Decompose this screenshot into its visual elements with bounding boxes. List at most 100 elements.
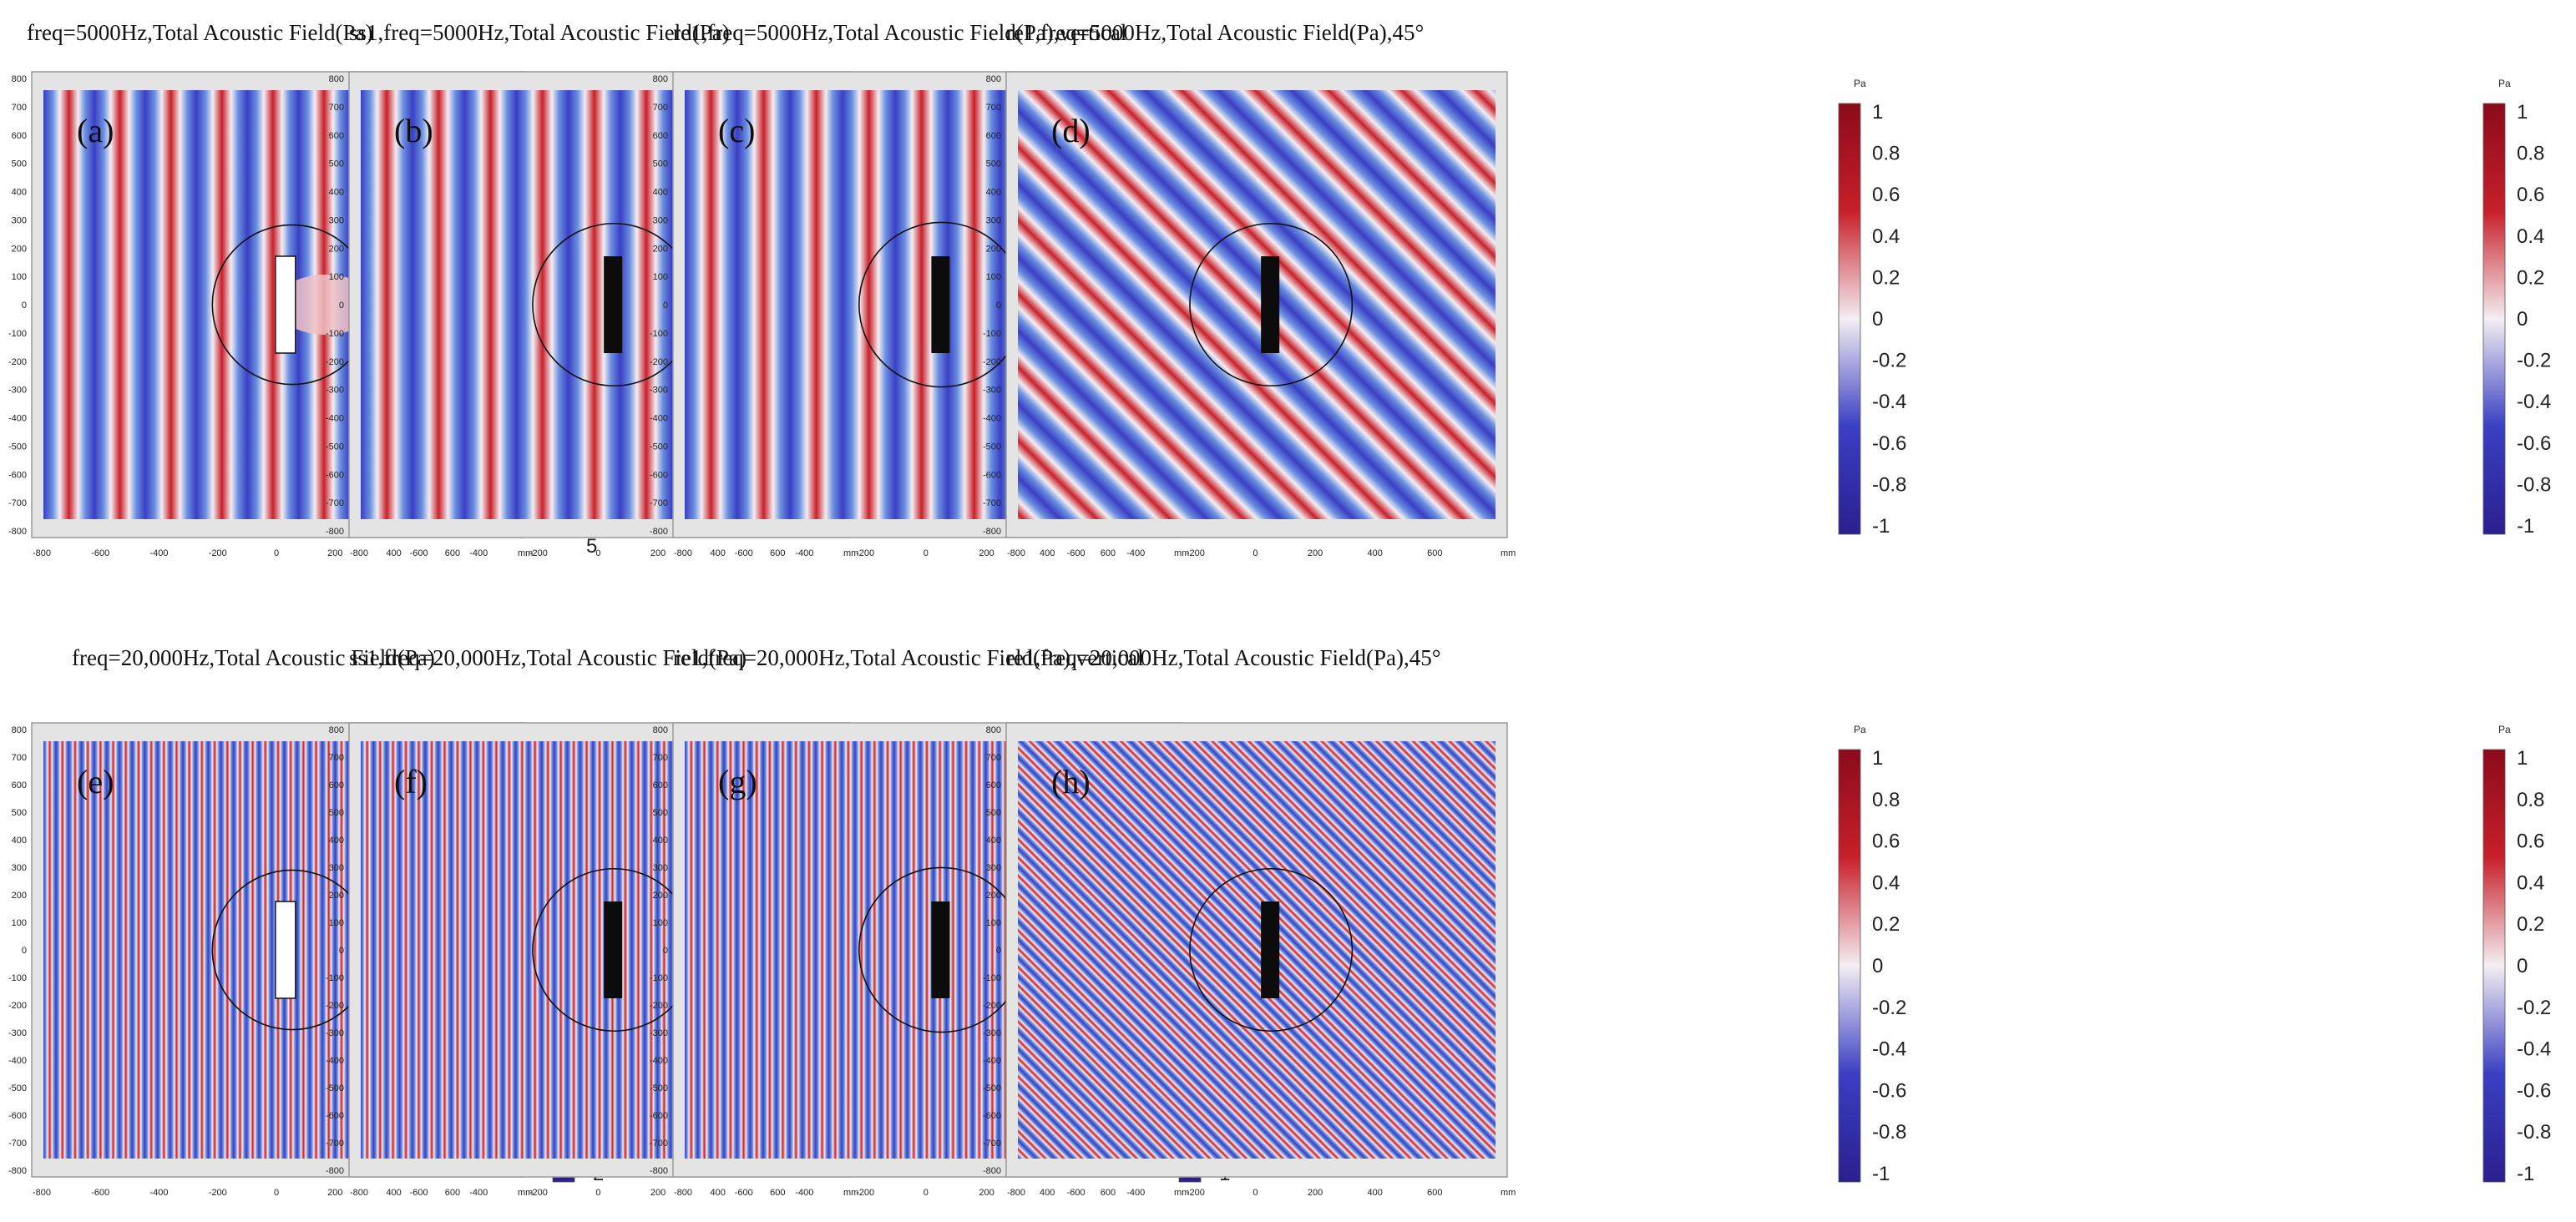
x-tick-label: 400 — [1040, 548, 1055, 558]
y-tick-label: 200 — [12, 244, 27, 254]
domain-circle — [1189, 222, 1354, 387]
panel-title: re1,freq=20,000Hz,Total Acoustic Field(P… — [673, 645, 1144, 670]
y-tick-label: -800 — [650, 527, 668, 537]
colorbar-tick-label: -0.2 — [2517, 997, 2551, 1019]
y-tick-label: 800 — [986, 74, 1001, 84]
y-tick-label: 800 — [329, 74, 344, 84]
x-tick-label: -800 — [1007, 1188, 1025, 1198]
y-tick-label: -600 — [983, 1111, 1001, 1121]
colorbar-tick-label: -0.8 — [2517, 473, 2551, 496]
y-tick-label: -800 — [983, 1166, 1001, 1176]
y-tick-label: 100 — [986, 918, 1001, 928]
x-tick-label: -200 — [1187, 1188, 1205, 1198]
y-tick-label: -100 — [326, 329, 344, 339]
x-tick-label: 400 — [1368, 1188, 1383, 1198]
colorbar-unit: Pa — [2498, 78, 2511, 89]
colorbar-tick-label: -0.2 — [1872, 350, 1906, 372]
y-tick-label: 700 — [653, 753, 668, 763]
y-tick-label: 400 — [12, 836, 27, 846]
y-tick-label: -400 — [650, 414, 668, 424]
y-tick-label: 400 — [329, 836, 344, 846]
y-tick-label: 800 — [12, 74, 27, 84]
colorbar-tick-label: 1 — [2517, 747, 2528, 770]
colorbar-tick-label: 0 — [1872, 308, 1883, 331]
x-tick-label: -200 — [1187, 548, 1205, 558]
colorbar-tick-label: -1 — [2517, 515, 2534, 538]
x-tick-label: 0 — [924, 548, 929, 558]
x-tick-label: -800 — [33, 1188, 51, 1198]
y-tick-label: 0 — [22, 300, 27, 311]
y-tick-label: 500 — [12, 808, 27, 818]
colorbar-tick-label: -1 — [1872, 1163, 1890, 1185]
y-tick-label: 0 — [22, 946, 27, 956]
y-tick-label: 100 — [986, 272, 1001, 282]
x-tick-label: -600 — [91, 548, 109, 558]
x-tick-label: -200 — [209, 548, 227, 558]
y-tick-label: -400 — [650, 1056, 668, 1066]
x-tick-label: -600 — [735, 548, 753, 558]
x-tick-label: -600 — [410, 548, 428, 558]
y-tick-label: -800 — [650, 1166, 668, 1176]
y-tick-label: -700 — [650, 1139, 668, 1149]
y-tick-label: -300 — [8, 1028, 27, 1038]
colorbar-tick-label: -1 — [1872, 515, 1890, 538]
panel-label: (h) — [1051, 763, 1091, 800]
x-tick-label: 600 — [1101, 548, 1116, 558]
colorbar-unit: Pa — [2498, 724, 2511, 735]
colorbar-tick-label: 1 — [1872, 101, 1883, 124]
x-tick-label: 200 — [979, 548, 994, 558]
y-tick-label: -700 — [650, 498, 668, 508]
panel-label: (d) — [1051, 112, 1091, 149]
y-tick-label: -100 — [983, 973, 1001, 983]
y-tick-label: 200 — [329, 891, 344, 901]
colorbar-tick-label: 0.6 — [1872, 831, 1900, 853]
x-tick-label: 0 — [1253, 548, 1258, 558]
y-tick-label: -400 — [8, 414, 27, 424]
panel-label: (a) — [77, 112, 114, 149]
y-tick-label: -600 — [650, 470, 668, 480]
x-tick-label: -200 — [856, 548, 874, 558]
axis-unit: mm — [1501, 1188, 1516, 1198]
y-tick-label: 200 — [329, 244, 344, 254]
panel-label: (e) — [77, 763, 114, 800]
y-tick-label: 300 — [12, 863, 27, 873]
x-tick-label: 600 — [1427, 548, 1442, 558]
colorbar-tick-label: -0.6 — [2517, 432, 2551, 455]
axis-unit: mm — [1174, 548, 1189, 558]
x-tick-label: -800 — [674, 548, 692, 558]
y-tick-label: 600 — [653, 131, 668, 141]
y-tick-label: -700 — [326, 498, 344, 508]
metasurface — [931, 256, 950, 353]
x-tick-label: 600 — [445, 548, 460, 558]
metasurface — [604, 901, 623, 998]
y-tick-label: -400 — [983, 1056, 1001, 1066]
y-tick-label: 800 — [653, 725, 668, 735]
colorbar-tick-label: -0.8 — [2517, 1121, 2551, 1144]
domain-circle — [1189, 867, 1354, 1033]
y-tick-label: -800 — [326, 527, 344, 537]
y-tick-label: 400 — [12, 188, 27, 198]
colorbar-tick-label: -0.6 — [1872, 432, 1906, 455]
y-tick-label: -300 — [983, 1028, 1001, 1038]
x-tick-label: -200 — [529, 548, 548, 558]
colorbar-tick-label: -0.4 — [1872, 1038, 1906, 1061]
y-tick-label: -500 — [326, 1083, 344, 1093]
colorbar-tick-label: 0.8 — [1872, 789, 1900, 811]
y-tick-label: -600 — [983, 470, 1001, 480]
y-tick-label: -600 — [650, 1111, 668, 1121]
colorbar-tick-label: -0.2 — [2517, 350, 2551, 372]
y-tick-label: -400 — [983, 414, 1001, 424]
panel-title: ss1,freq=20,000Hz,Total Acoustic Field(P… — [349, 645, 746, 670]
y-tick-label: 200 — [986, 891, 1001, 901]
x-tick-label: 600 — [770, 1188, 785, 1198]
y-tick-label: 100 — [12, 918, 27, 928]
colorbar-tick-label: 0.6 — [2517, 831, 2544, 853]
y-tick-label: 400 — [329, 188, 344, 198]
x-tick-label: 0 — [595, 1188, 600, 1198]
colorbar-tick-label: 0.4 — [2517, 871, 2544, 894]
y-tick-label: -100 — [983, 329, 1001, 339]
y-tick-label: -500 — [650, 1083, 668, 1093]
scatterer-rect — [275, 255, 296, 354]
y-tick-label: -700 — [8, 1139, 27, 1149]
